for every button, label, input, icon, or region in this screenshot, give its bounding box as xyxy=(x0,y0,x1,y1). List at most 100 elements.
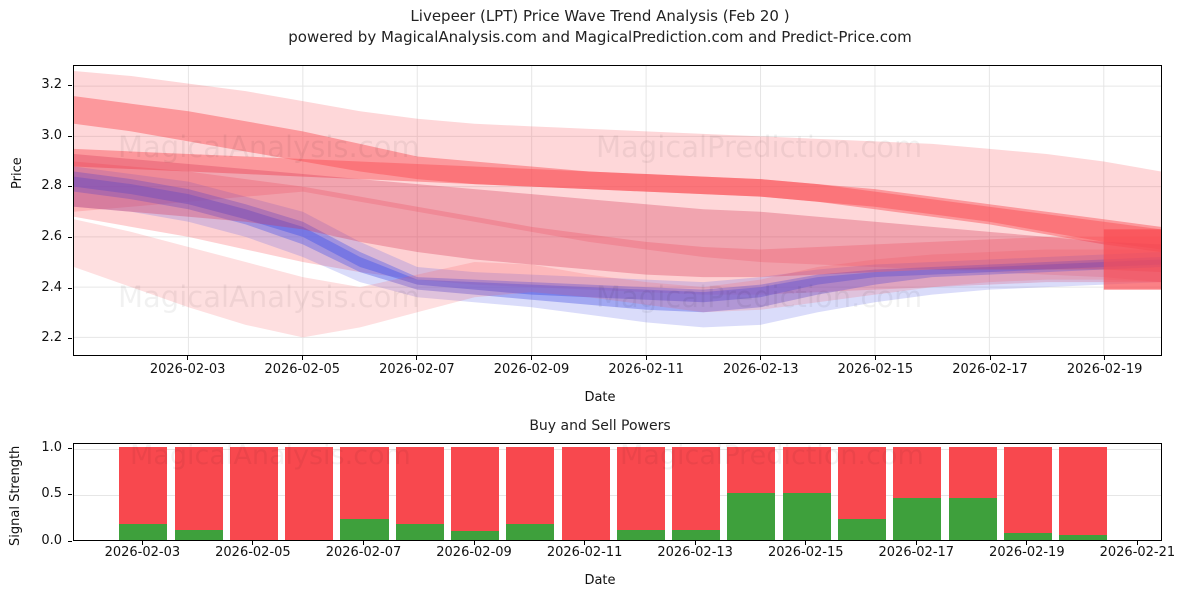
signal-bar[interactable] xyxy=(948,446,997,540)
signal-x-tick-mark xyxy=(1026,541,1028,545)
price-band-bull-band-lower xyxy=(74,161,1161,295)
price-x-tick-label: 2026-02-17 xyxy=(952,362,1028,377)
signal-bar[interactable] xyxy=(174,446,223,540)
signal-x-tick-mark xyxy=(141,541,143,545)
buy-power-segment xyxy=(782,493,831,540)
sell-power-segment xyxy=(174,446,223,530)
sell-power-segment xyxy=(1059,446,1108,536)
price-y-tick-label: 2.4 xyxy=(41,279,62,295)
signal-bar[interactable] xyxy=(561,446,610,540)
price-x-tick-mark xyxy=(874,356,876,360)
signal-bar[interactable] xyxy=(837,446,887,540)
sell-power-segment xyxy=(948,446,997,498)
buy-power-segment xyxy=(340,519,389,540)
signal-x-axis-label: Date xyxy=(584,573,616,588)
signal-x-tick-label: 2026-02-03 xyxy=(104,545,181,560)
sell-power-segment xyxy=(837,446,887,520)
signal-x-tick-mark xyxy=(694,541,696,545)
signal-x-tick-mark xyxy=(584,541,586,545)
buy-power-segment xyxy=(948,498,997,540)
sell-power-segment xyxy=(119,446,168,525)
signal-bar[interactable] xyxy=(119,446,168,540)
price-band-pink-wedge-left xyxy=(74,219,1161,338)
sell-power-segment xyxy=(672,446,721,530)
price-chart-panel xyxy=(73,65,1162,356)
signal-x-tick-mark xyxy=(805,541,807,545)
price-band-bear-band-outer xyxy=(74,166,1161,328)
signal-bar[interactable] xyxy=(229,446,278,540)
signal-bar[interactable] xyxy=(395,446,444,540)
buy-power-segment xyxy=(1003,533,1052,540)
price-y-tick-mark xyxy=(68,135,72,137)
sell-power-segment xyxy=(229,446,278,540)
buy-power-segment xyxy=(119,524,168,540)
signal-y-tick-label: 0.5 xyxy=(41,486,62,502)
sell-power-segment xyxy=(285,446,334,540)
price-x-tick-mark xyxy=(1104,356,1106,360)
signal-x-tick-mark xyxy=(362,541,364,545)
buy-power-segment xyxy=(1059,535,1108,540)
price-x-tick-label: 2026-02-07 xyxy=(379,362,455,377)
price-y-tick-mark xyxy=(68,287,72,289)
signal-x-tick-mark xyxy=(252,541,254,545)
price-x-tick-mark xyxy=(645,356,647,360)
price-x-tick-label: 2026-02-19 xyxy=(1066,362,1143,377)
signal-bar[interactable] xyxy=(782,446,831,540)
signal-x-tick-label: 2026-02-05 xyxy=(215,545,291,560)
signal-bar[interactable] xyxy=(451,446,500,540)
buy-power-segment xyxy=(506,524,555,540)
chart-title-block: Livepeer (LPT) Price Wave Trend Analysis… xyxy=(0,6,1200,48)
sell-power-segment xyxy=(782,446,831,494)
buy-power-segment xyxy=(672,529,721,540)
sell-power-segment xyxy=(893,446,942,498)
buy-power-segment xyxy=(395,524,444,540)
signal-y-tick-mark xyxy=(68,494,72,496)
buy-power-segment xyxy=(616,529,665,540)
sell-power-segment xyxy=(727,446,776,494)
price-band-bull-band-core xyxy=(74,96,1161,250)
signal-x-tick-label: 2026-02-15 xyxy=(767,545,844,560)
price-band-final-red-box xyxy=(1103,229,1161,290)
price-wave-plot xyxy=(74,66,1161,355)
sell-power-segment xyxy=(340,446,389,520)
price-x-tick-mark xyxy=(416,356,418,360)
price-y-tick-label: 2.2 xyxy=(41,330,62,346)
signal-bar[interactable] xyxy=(285,446,334,540)
sell-power-segment xyxy=(395,446,444,525)
signal-bar[interactable] xyxy=(506,446,555,540)
signal-bar[interactable] xyxy=(727,446,776,540)
signal-y-tick-label: 0.0 xyxy=(41,533,62,548)
signal-x-tick-label: 2026-02-13 xyxy=(657,545,733,560)
page-title: Livepeer (LPT) Price Wave Trend Analysis… xyxy=(410,7,790,25)
price-x-tick-mark xyxy=(301,356,303,360)
signal-bar[interactable] xyxy=(616,446,665,540)
signal-x-tick-label: 2026-02-07 xyxy=(325,545,402,560)
signal-bar[interactable] xyxy=(1059,446,1108,540)
price-x-tick-mark xyxy=(531,356,533,360)
signal-bar[interactable] xyxy=(672,446,721,540)
signal-bar[interactable] xyxy=(893,446,942,540)
signal-x-tick-label: 2026-02-11 xyxy=(546,545,623,560)
price-y-tick-mark xyxy=(68,186,72,188)
price-y-tick-label: 3.2 xyxy=(41,77,62,93)
signal-x-tick-label: 2026-02-19 xyxy=(989,545,1065,560)
signal-bar[interactable] xyxy=(1003,446,1052,540)
price-x-axis-label: Date xyxy=(584,390,616,405)
price-band-crimson-band-right xyxy=(74,153,1161,278)
price-x-tick-label: 2026-02-03 xyxy=(149,362,226,377)
sell-power-segment xyxy=(1003,446,1052,534)
price-x-tick-mark xyxy=(760,356,762,360)
price-y-tick-label: 2.8 xyxy=(41,178,62,194)
price-y-tick-mark xyxy=(68,85,72,87)
buy-power-segment xyxy=(174,529,223,540)
signal-x-tick-label: 2026-02-21 xyxy=(1099,545,1176,560)
signal-panel-title: Buy and Sell Powers xyxy=(529,418,671,434)
buy-power-segment xyxy=(727,493,776,540)
price-x-tick-label: 2026-02-09 xyxy=(493,362,570,377)
signal-x-tick-mark xyxy=(915,541,917,545)
signal-bar[interactable] xyxy=(340,446,389,540)
buy-power-segment xyxy=(451,530,500,540)
price-x-tick-mark xyxy=(187,356,189,360)
price-x-tick-label: 2026-02-11 xyxy=(608,362,684,377)
signal-chart-panel xyxy=(73,443,1162,541)
